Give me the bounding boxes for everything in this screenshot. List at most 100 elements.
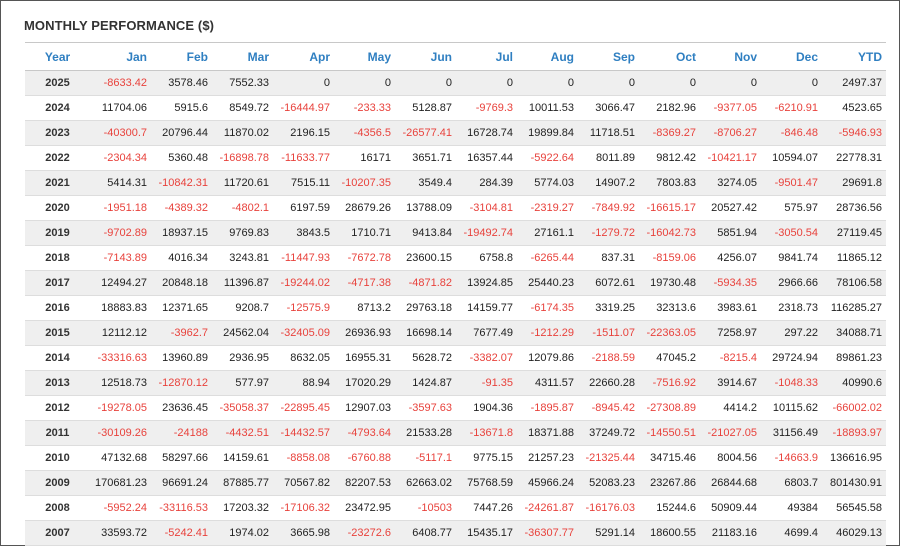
month-value-cell: 22660.28 [578, 370, 639, 396]
month-value-cell: 26936.93 [334, 320, 395, 346]
month-value-cell: 24562.04 [212, 320, 273, 346]
month-value-cell: -8945.42 [578, 395, 639, 421]
column-header-may: May [334, 42, 395, 71]
column-header-mar: Mar [212, 42, 273, 71]
ytd-cell: 56545.58 [822, 495, 886, 521]
year-cell: 2018 [25, 245, 90, 271]
month-value-cell: 5915.6 [151, 95, 212, 121]
month-value-cell: 12112.12 [90, 320, 151, 346]
month-value-cell: -233.33 [334, 95, 395, 121]
month-value-cell: 20848.18 [151, 270, 212, 296]
month-value-cell: -32405.09 [273, 320, 334, 346]
table-row: 2019 -9702.89 18937.15 9769.83 3843.5 1710.71… [25, 220, 886, 246]
month-value-cell: 3914.67 [700, 370, 761, 396]
ytd-cell: 4523.65 [822, 95, 886, 121]
month-value-cell: 15244.6 [639, 495, 700, 521]
year-cell: 2023 [25, 120, 90, 146]
month-value-cell: 47132.68 [90, 445, 151, 471]
year-cell: 2017 [25, 270, 90, 296]
month-value-cell: 7258.97 [700, 320, 761, 346]
month-value-cell: -12575.9 [273, 295, 334, 321]
table-row: 2012 -19278.05 23636.45 -35058.37 -22895.45 1… [25, 395, 886, 421]
month-value-cell: 21257.23 [517, 445, 578, 471]
month-value-cell: -4871.82 [395, 270, 456, 296]
monthly-performance-table: Year Jan Feb Mar Apr May Jun Jul Aug Sep Oct Nov Dec… [25, 42, 886, 546]
month-value-cell: 9208.7 [212, 295, 273, 321]
month-value-cell: 19899.84 [517, 120, 578, 146]
month-value-cell: 26844.68 [700, 470, 761, 496]
month-value-cell: -3050.54 [761, 220, 822, 246]
table-row: 2013 12518.73 -12870.12 577.97 88.94 17020.29… [25, 370, 886, 396]
month-value-cell: 11704.06 [90, 95, 151, 121]
year-cell: 2015 [25, 320, 90, 346]
month-value-cell: 27161.1 [517, 220, 578, 246]
month-value-cell: -16042.73 [639, 220, 700, 246]
month-value-cell: 5774.03 [517, 170, 578, 196]
month-value-cell: -36307.77 [517, 520, 578, 546]
year-cell: 2020 [25, 195, 90, 221]
month-value-cell: 3651.71 [395, 145, 456, 171]
month-value-cell: 18883.83 [90, 295, 151, 321]
month-value-cell: -4432.51 [212, 420, 273, 446]
month-value-cell: 33593.72 [90, 520, 151, 546]
month-value-cell: 9769.83 [212, 220, 273, 246]
month-value-cell: 12371.65 [151, 295, 212, 321]
month-value-cell: -22895.45 [273, 395, 334, 421]
month-value-cell: -1951.18 [90, 195, 151, 221]
table-row: 2007 33593.72 -5242.41 1974.02 3665.98 -23272… [25, 520, 886, 546]
year-cell: 2013 [25, 370, 90, 396]
table-row: 2014 -33316.63 13960.89 2936.95 8632.05 16955… [25, 345, 886, 371]
year-cell: 2010 [25, 445, 90, 471]
month-value-cell: 8549.72 [212, 95, 273, 121]
table-row: 2021 5414.31 -10842.31 11720.61 7515.11 -1020… [25, 170, 886, 196]
month-value-cell: 2318.73 [761, 295, 822, 321]
year-cell: 2016 [25, 295, 90, 321]
ytd-cell: 11865.12 [822, 245, 886, 271]
table-row: 2008 -5952.24 -33116.53 17203.32 -17106.32 23… [25, 495, 886, 521]
month-value-cell: 4699.4 [761, 520, 822, 546]
column-header-ytd: YTD [822, 42, 886, 71]
month-value-cell: 7803.83 [639, 170, 700, 196]
month-value-cell: 2196.15 [273, 120, 334, 146]
year-cell: 2024 [25, 95, 90, 121]
month-value-cell: 14159.61 [212, 445, 273, 471]
month-value-cell: -12870.12 [151, 370, 212, 396]
month-value-cell: -5934.35 [700, 270, 761, 296]
month-value-cell: 23267.86 [639, 470, 700, 496]
table-row: 2025 -8633.42 3578.46 7552.33 0 0 0 0 0 0 0 0 0 2497.… [25, 70, 886, 96]
month-value-cell: -6760.88 [334, 445, 395, 471]
month-value-cell: -91.35 [456, 370, 517, 396]
month-value-cell: -11447.93 [273, 245, 334, 271]
year-cell: 2009 [25, 470, 90, 496]
month-value-cell: -3597.63 [395, 395, 456, 421]
panel-title: MONTHLY PERFORMANCE ($) [24, 18, 215, 33]
table-row: 2024 11704.06 5915.6 8549.72 -16444.97 -233.3… [25, 95, 886, 121]
ytd-cell: 2497.37 [822, 70, 886, 96]
month-value-cell: 2966.66 [761, 270, 822, 296]
year-cell: 2008 [25, 495, 90, 521]
month-value-cell: -4389.32 [151, 195, 212, 221]
month-value-cell: 16357.44 [456, 145, 517, 171]
month-value-cell: 13788.09 [395, 195, 456, 221]
month-value-cell: -19244.02 [273, 270, 334, 296]
month-value-cell: 29763.18 [395, 295, 456, 321]
month-value-cell: 6758.8 [456, 245, 517, 271]
month-value-cell: -9702.89 [90, 220, 151, 246]
month-value-cell: 45966.24 [517, 470, 578, 496]
month-value-cell: -846.48 [761, 120, 822, 146]
month-value-cell: -33116.53 [151, 495, 212, 521]
table-header-row: Year Jan Feb Mar Apr May Jun Jul Aug Sep Oct Nov Dec… [25, 42, 886, 71]
table-row: 2015 12112.12 -3962.7 24562.04 -32405.09 2693… [25, 320, 886, 346]
month-value-cell: 0 [334, 70, 395, 96]
month-value-cell: 7515.11 [273, 170, 334, 196]
table-row: 2011 -30109.26 -24188 -4432.51 -14432.57 -479… [25, 420, 886, 446]
month-value-cell: 20527.42 [700, 195, 761, 221]
month-value-cell: 28679.26 [334, 195, 395, 221]
month-value-cell: -1895.87 [517, 395, 578, 421]
month-value-cell: -23272.6 [334, 520, 395, 546]
month-value-cell: 6197.59 [273, 195, 334, 221]
month-value-cell: 34715.46 [639, 445, 700, 471]
month-value-cell: 19730.48 [639, 270, 700, 296]
month-value-cell: 13960.89 [151, 345, 212, 371]
month-value-cell: 284.39 [456, 170, 517, 196]
